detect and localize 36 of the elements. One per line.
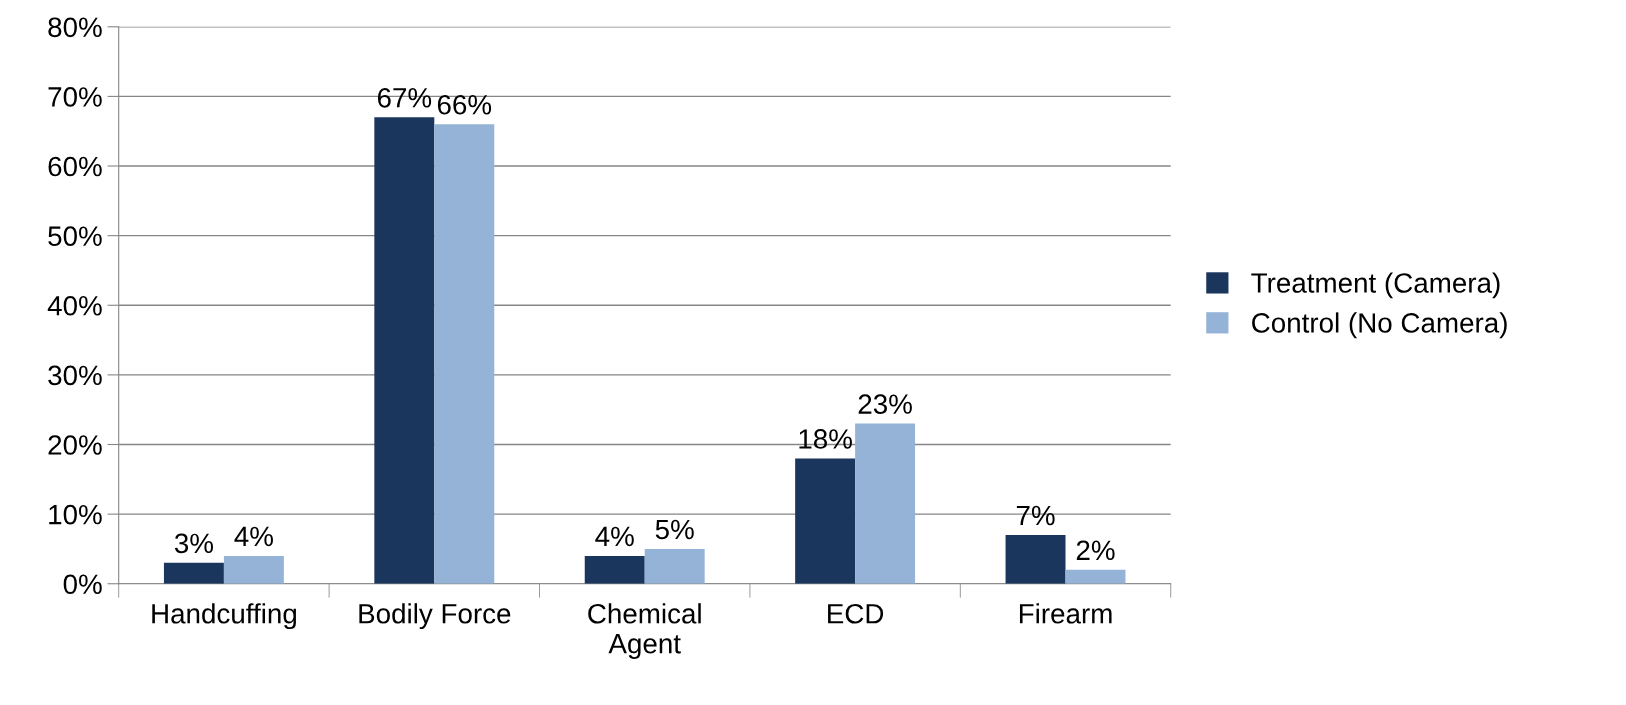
legend-label: Control (No Camera) xyxy=(1252,312,1507,339)
x-tick-label: Handcuffing xyxy=(152,603,296,630)
data-label: 66% xyxy=(437,94,492,115)
data-label: 3% xyxy=(174,533,213,554)
x-tick-label: ECD xyxy=(828,603,884,624)
x-tick-label: Chemical Agent xyxy=(588,603,701,659)
bar xyxy=(644,548,705,584)
data-label: 5% xyxy=(655,519,694,540)
y-tick-label: 70% xyxy=(48,87,102,107)
y-tick-label: 50% xyxy=(48,226,102,246)
y-tick-label: 30% xyxy=(48,365,102,386)
y-tick-label: 10% xyxy=(49,504,102,525)
y-tick-label: 60% xyxy=(48,156,102,177)
bar xyxy=(374,117,435,584)
data-label: 67% xyxy=(377,87,432,108)
data-label: 2% xyxy=(1076,540,1115,561)
bar xyxy=(1065,569,1126,584)
data-label: 4% xyxy=(595,526,634,547)
bar xyxy=(584,555,645,584)
y-tick-label: 80% xyxy=(48,17,102,38)
data-label: 18% xyxy=(799,429,852,449)
data-label: 23% xyxy=(858,394,912,414)
bar xyxy=(163,562,224,584)
bar xyxy=(223,555,284,584)
data-label: 4% xyxy=(234,526,273,547)
x-tick-label: Firearm xyxy=(1019,603,1112,624)
x-tick-label: Bodily Force xyxy=(359,603,511,630)
legend-label: Treatment (Camera) xyxy=(1251,272,1500,299)
bar xyxy=(434,124,495,584)
y-tick-label: 20% xyxy=(48,435,102,455)
bar xyxy=(795,458,856,584)
bar xyxy=(1005,535,1066,584)
y-tick-label: 0% xyxy=(63,574,102,595)
bar xyxy=(855,423,916,584)
y-tick-label: 40% xyxy=(47,295,102,316)
data-label: 7% xyxy=(1016,505,1055,526)
